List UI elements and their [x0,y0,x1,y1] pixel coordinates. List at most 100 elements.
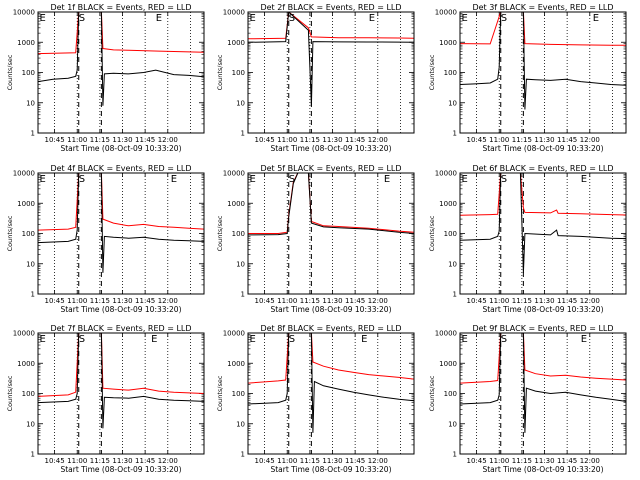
y-tick-label: 10000 [435,330,457,338]
event-marker-label: E [462,13,468,24]
event-marker-label: S [501,334,507,345]
x-tick-label: 10:45 [255,297,275,305]
y-tick-label: 1000 [439,39,457,47]
plot-frame [247,172,415,295]
x-tick-label: 11:30 [112,297,132,305]
event-marker-label: E [171,174,177,185]
lld-series-line [460,173,626,216]
x-tick-label: 11:30 [534,136,554,144]
y-axis-label: Counts/sec [216,54,224,90]
x-tick-label: 12:00 [580,457,600,465]
x-tick-label: 11:45 [557,457,577,465]
y-tick-label: 1000 [227,39,245,47]
x-tick-label: 11:30 [534,297,554,305]
events-series-line [460,12,626,110]
chart-title: Det 4f BLACK = Events, RED = LLD [50,164,191,173]
x-tick-label: 11:00 [489,297,509,305]
x-tick-label: 11:00 [277,136,297,144]
y-tick-label: 100 [444,390,457,398]
y-tick-label: 1000 [17,360,35,368]
x-tick-label: 10:45 [467,457,487,465]
x-axis-label: Start Time (08-Oct-09 10:33:20) [60,305,181,314]
y-tick-label: 1000 [227,200,245,208]
event-marker-label: E [581,174,587,185]
x-tick-label: 11:45 [345,136,365,144]
y-tick-label: 1 [241,291,245,299]
plot-frame [37,11,205,134]
x-tick-label: 10:45 [467,297,487,305]
event-marker-label: E [581,334,587,345]
event-marker-label: S [79,13,85,24]
x-tick-label: 11:15 [512,297,532,305]
y-tick-label: 10000 [13,9,35,17]
y-tick-label: 10000 [13,330,35,338]
event-marker-label: E [40,13,46,24]
y-tick-label: 1000 [439,200,457,208]
y-axis-label: Counts/sec [216,215,224,251]
event-marker-label: S [289,334,295,345]
x-tick-label: 11:00 [489,136,509,144]
plot-frame [459,332,627,455]
y-tick-label: 10 [236,420,245,428]
x-tick-label: 11:15 [90,136,110,144]
y-axis-label: Counts/sec [6,375,14,411]
x-tick-label: 12:00 [158,457,178,465]
chart-title: Det 9f BLACK = Events, RED = LLD [472,324,613,333]
y-tick-label: 100 [22,69,35,77]
y-tick-label: 1 [241,451,245,459]
x-tick-label: 10:45 [45,457,65,465]
x-tick-label: 12:00 [158,297,178,305]
events-series-line [460,333,626,433]
x-tick-label: 10:45 [45,136,65,144]
x-tick-label: 11:15 [90,457,110,465]
y-tick-label: 10 [448,99,457,107]
event-marker-label: S [289,13,295,24]
x-tick-label: 12:00 [368,297,388,305]
y-tick-label: 1 [31,130,35,138]
chart-title: Det 7f BLACK = Events, RED = LLD [50,324,191,333]
y-tick-label: 10000 [223,330,245,338]
plot-frame [247,332,415,455]
x-tick-label: 11:15 [300,457,320,465]
y-axis-label: Counts/sec [428,215,436,251]
event-marker-label: E [250,13,256,24]
events-series-line [38,12,204,106]
event-marker-label: E [462,174,468,185]
x-tick-label: 11:00 [67,457,87,465]
lld-series-line [248,12,414,40]
y-tick-label: 10000 [223,170,245,178]
y-tick-label: 100 [232,390,245,398]
x-tick-label: 11:30 [322,297,342,305]
plot-frame [459,172,627,295]
y-tick-label: 1 [453,451,457,459]
y-tick-label: 100 [232,230,245,238]
y-axis-label: Counts/sec [216,375,224,411]
event-marker-label: E [369,13,375,24]
chart-panel: Det 1f BLACK = Events, RED = LLD Counts/s… [6,3,205,153]
events-series-line [38,173,204,273]
event-marker-label: S [79,334,85,345]
chart-panel: Det 8f BLACK = Events, RED = LLD Counts/s… [216,324,415,474]
x-tick-label: 12:00 [368,457,388,465]
y-tick-label: 10 [448,260,457,268]
y-tick-label: 10 [448,420,457,428]
x-tick-label: 11:30 [322,136,342,144]
y-axis-label: Counts/sec [428,375,436,411]
events-series-line [248,333,414,433]
x-tick-label: 11:00 [277,297,297,305]
y-tick-label: 100 [22,390,35,398]
lld-series-line [38,173,204,231]
event-marker-label: E [40,174,46,185]
event-marker-label: E [250,174,256,185]
y-tick-label: 10000 [13,170,35,178]
y-tick-label: 1 [453,130,457,138]
event-marker-label: E [384,174,390,185]
chart-panel: Det 5f BLACK = Events, RED = LLD Counts/s… [216,164,415,314]
x-axis-label: Start Time (08-Oct-09 10:33:20) [270,465,391,474]
y-tick-label: 1000 [17,39,35,47]
x-axis-label: Start Time (08-Oct-09 10:33:20) [482,144,603,153]
x-tick-label: 11:30 [112,136,132,144]
x-tick-label: 10:45 [45,297,65,305]
lld-series-line [38,333,204,397]
